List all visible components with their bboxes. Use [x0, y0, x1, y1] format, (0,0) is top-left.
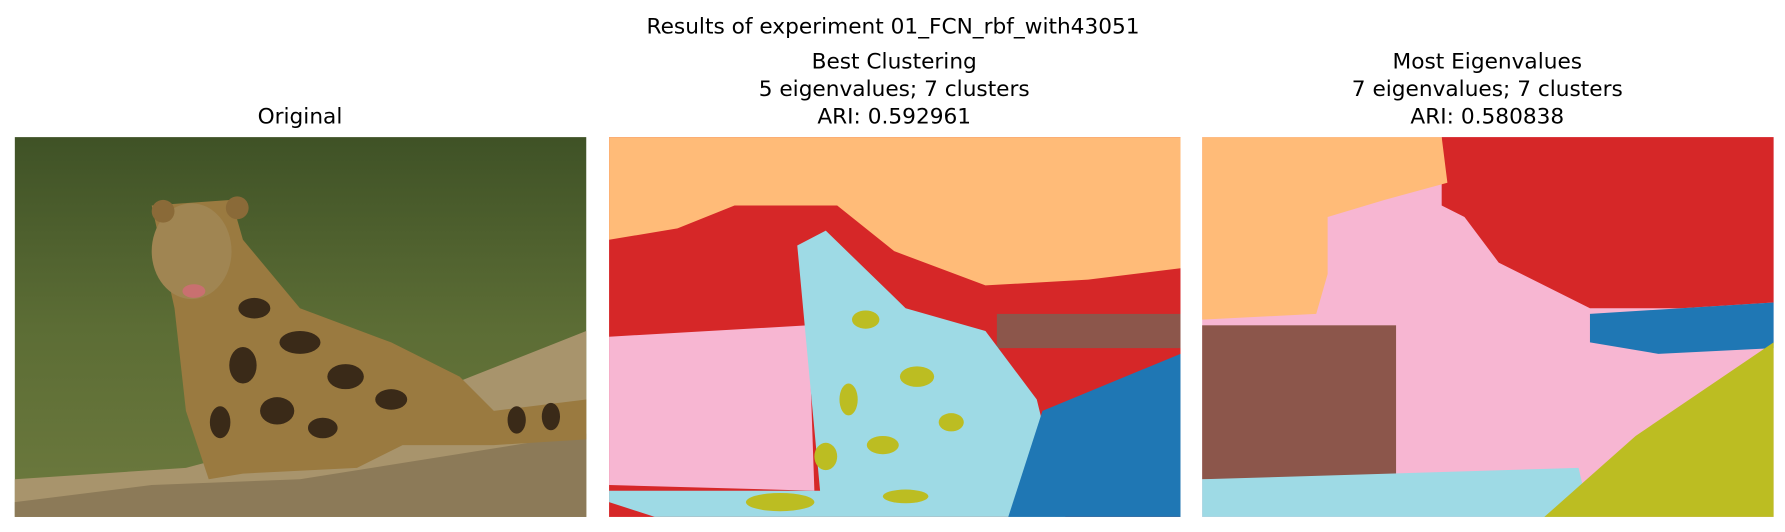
- panel-title: Most Eigenvalues: [1393, 50, 1583, 75]
- segmentation-image: [1202, 137, 1774, 517]
- panel-title: 7 eigenvalues; 7 clusters: [1352, 77, 1623, 102]
- panel-title: ARI: 0.580838: [1410, 104, 1564, 129]
- original-image: [14, 137, 587, 517]
- figure-title: Results of experiment 01_FCN_rbf_with430…: [647, 14, 1140, 39]
- panel-title: Original: [258, 104, 343, 129]
- panel-title: Best Clustering: [812, 50, 977, 75]
- panel-title: 5 eigenvalues; 7 clusters: [759, 77, 1030, 102]
- segmentation-image: [609, 137, 1181, 517]
- panel-title: ARI: 0.592961: [817, 104, 971, 129]
